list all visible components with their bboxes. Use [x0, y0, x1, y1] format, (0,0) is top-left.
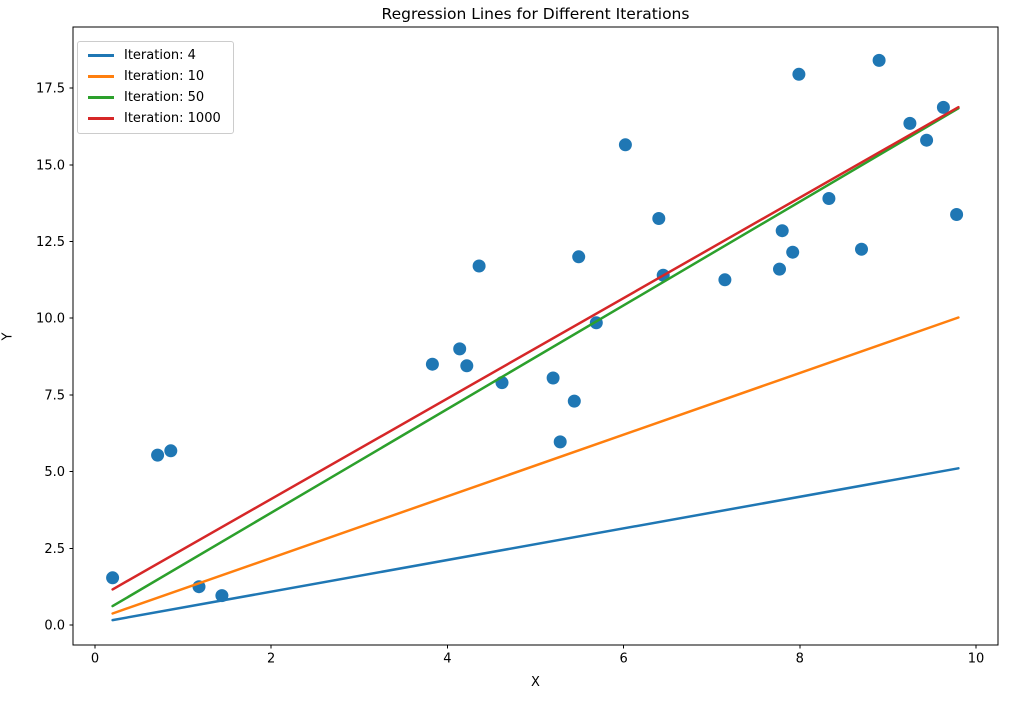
axes-spines: [72, 26, 999, 646]
legend-label: Iteration: 1000: [124, 111, 221, 127]
legend-line-swatch: [88, 117, 114, 121]
legend-item: Iteration: 4: [88, 48, 221, 64]
scatter-point: [151, 448, 165, 462]
regression-line-2: [111, 316, 960, 615]
chart-title: Regression Lines for Different Iteration…: [381, 5, 690, 23]
scatter-point: [572, 250, 586, 264]
scatter-point: [920, 133, 934, 147]
legend-label: Iteration: 4: [124, 48, 196, 64]
scatter-point: [567, 394, 581, 408]
scatter-point: [872, 53, 886, 67]
legend-label: Iteration: 50: [124, 90, 205, 106]
scatter-point: [453, 342, 467, 356]
y-tick-label: 17.5: [36, 82, 65, 97]
x-tick-label: 10: [968, 652, 985, 667]
scatter-point: [822, 192, 836, 205]
regression-line-4: [111, 105, 960, 591]
scatter-point: [950, 208, 964, 221]
legend-item: Iteration: 10: [88, 69, 221, 85]
scatter-point: [652, 212, 666, 225]
x-tick-label: 6: [619, 652, 627, 667]
x-tick-label: 2: [267, 652, 275, 667]
scatter-point: [164, 444, 178, 458]
scatter-point: [618, 138, 632, 152]
scatter-point: [773, 262, 786, 276]
scatter-point: [472, 259, 486, 273]
scatter-point: [553, 435, 567, 449]
regression-line-3: [111, 107, 960, 608]
y-tick-label: 12.5: [36, 235, 65, 250]
y-tick-label: 5.0: [44, 465, 65, 480]
scatter-point: [786, 245, 800, 259]
y-axis-label: Y: [0, 332, 16, 341]
y-tick-label: 7.5: [44, 388, 65, 403]
x-tick-label: 4: [443, 652, 451, 667]
scatter-point: [718, 273, 732, 287]
scatter-point: [936, 100, 950, 114]
scatter-point: [792, 67, 806, 81]
scatter-point: [546, 371, 560, 385]
regression-line-1: [111, 467, 960, 622]
legend-label: Iteration: 10: [124, 69, 205, 85]
legend-item: Iteration: 50: [88, 90, 221, 106]
legend-line-swatch: [88, 96, 114, 100]
scatter-point: [855, 242, 868, 256]
legend-item: Iteration: 1000: [88, 111, 221, 127]
legend-line-swatch: [88, 75, 114, 79]
scatter-point: [425, 357, 439, 371]
scatter-point: [106, 571, 120, 585]
scatter-point: [775, 224, 789, 238]
scatter-point: [903, 116, 917, 130]
y-tick-label: 10.0: [36, 312, 65, 327]
y-tick-label: 0.0: [44, 619, 65, 634]
x-axis-label: X: [531, 675, 540, 690]
legend-line-swatch: [88, 54, 114, 58]
legend: Iteration: 4 Iteration: 10 Iteration: 50 It…: [77, 41, 234, 134]
y-tick-label: 2.5: [44, 542, 65, 557]
x-tick-label: 0: [91, 652, 99, 667]
x-tick-label: 8: [796, 652, 804, 667]
y-tick-label: 15.0: [36, 158, 65, 173]
scatter-point: [460, 359, 474, 373]
